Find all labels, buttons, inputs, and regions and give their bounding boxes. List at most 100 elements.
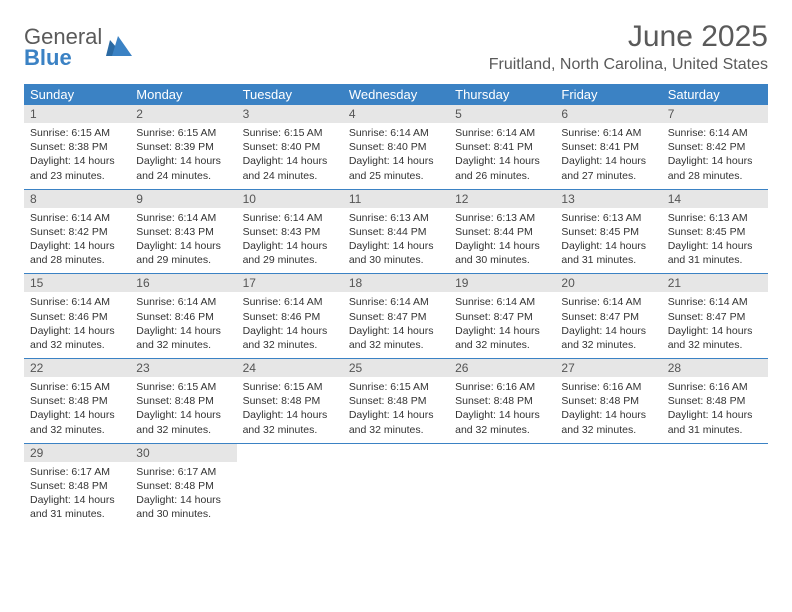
- sunset-line: Sunset: 8:47 PM: [668, 311, 746, 323]
- page-subtitle: Fruitland, North Carolina, United States: [489, 56, 768, 74]
- day-number: 27: [555, 359, 661, 377]
- calendar-cell: 22Sunrise: 6:15 AMSunset: 8:48 PMDayligh…: [24, 359, 130, 444]
- day-body: Sunrise: 6:15 AMSunset: 8:48 PMDaylight:…: [237, 377, 343, 443]
- day-number: 26: [449, 359, 555, 377]
- dayname-thursday: Thursday: [449, 84, 555, 105]
- sunrise-line: Sunrise: 6:15 AM: [243, 127, 323, 139]
- calendar-cell: 13Sunrise: 6:13 AMSunset: 8:45 PMDayligh…: [555, 189, 661, 274]
- header: General Blue June 2025 Fruitland, North …: [24, 20, 768, 74]
- sunrise-line: Sunrise: 6:15 AM: [30, 381, 110, 393]
- day-body: Sunrise: 6:16 AMSunset: 8:48 PMDaylight:…: [555, 377, 661, 443]
- sunrise-line: Sunrise: 6:15 AM: [30, 127, 110, 139]
- calendar-cell: ..: [662, 443, 768, 527]
- daylight-line: Daylight: 14 hours and 29 minutes.: [136, 240, 221, 266]
- day-body: Sunrise: 6:14 AMSunset: 8:46 PMDaylight:…: [24, 292, 130, 358]
- calendar-cell: 28Sunrise: 6:16 AMSunset: 8:48 PMDayligh…: [662, 359, 768, 444]
- sunrise-line: Sunrise: 6:13 AM: [455, 212, 535, 224]
- calendar-cell: 15Sunrise: 6:14 AMSunset: 8:46 PMDayligh…: [24, 274, 130, 359]
- sunrise-line: Sunrise: 6:14 AM: [243, 212, 323, 224]
- calendar-cell: 27Sunrise: 6:16 AMSunset: 8:48 PMDayligh…: [555, 359, 661, 444]
- day-body: Sunrise: 6:14 AMSunset: 8:47 PMDaylight:…: [343, 292, 449, 358]
- day-number: 1: [24, 105, 130, 123]
- day-body: Sunrise: 6:15 AMSunset: 8:48 PMDaylight:…: [343, 377, 449, 443]
- calendar-week: 1Sunrise: 6:15 AMSunset: 8:38 PMDaylight…: [24, 105, 768, 189]
- daylight-line: Daylight: 14 hours and 24 minutes.: [136, 155, 221, 181]
- day-number: 11: [343, 190, 449, 208]
- day-number: 15: [24, 274, 130, 292]
- day-number: 21: [662, 274, 768, 292]
- sunset-line: Sunset: 8:48 PM: [455, 395, 533, 407]
- sunset-line: Sunset: 8:48 PM: [349, 395, 427, 407]
- dayname-sunday: Sunday: [24, 84, 130, 105]
- daylight-line: Daylight: 14 hours and 32 minutes.: [349, 325, 434, 351]
- daylight-line: Daylight: 14 hours and 30 minutes.: [349, 240, 434, 266]
- calendar-cell: ..: [343, 443, 449, 527]
- daylight-line: Daylight: 14 hours and 32 minutes.: [243, 325, 328, 351]
- day-number: 25: [343, 359, 449, 377]
- day-number: 28: [662, 359, 768, 377]
- day-body: Sunrise: 6:14 AMSunset: 8:41 PMDaylight:…: [555, 123, 661, 189]
- day-number: 20: [555, 274, 661, 292]
- sunset-line: Sunset: 8:46 PM: [30, 311, 108, 323]
- sunset-line: Sunset: 8:45 PM: [668, 226, 746, 238]
- calendar-cell: 30Sunrise: 6:17 AMSunset: 8:48 PMDayligh…: [130, 443, 236, 527]
- daylight-line: Daylight: 14 hours and 30 minutes.: [455, 240, 540, 266]
- sunset-line: Sunset: 8:43 PM: [136, 226, 214, 238]
- sunrise-line: Sunrise: 6:14 AM: [136, 212, 216, 224]
- day-body: Sunrise: 6:13 AMSunset: 8:45 PMDaylight:…: [555, 208, 661, 274]
- day-body: Sunrise: 6:15 AMSunset: 8:48 PMDaylight:…: [24, 377, 130, 443]
- calendar-cell: 19Sunrise: 6:14 AMSunset: 8:47 PMDayligh…: [449, 274, 555, 359]
- sunset-line: Sunset: 8:40 PM: [243, 141, 321, 153]
- daylight-line: Daylight: 14 hours and 32 minutes.: [561, 325, 646, 351]
- daylight-line: Daylight: 14 hours and 32 minutes.: [349, 409, 434, 435]
- day-body: Sunrise: 6:14 AMSunset: 8:40 PMDaylight:…: [343, 123, 449, 189]
- daylight-line: Daylight: 14 hours and 29 minutes.: [243, 240, 328, 266]
- daylight-line: Daylight: 14 hours and 32 minutes.: [668, 325, 753, 351]
- calendar-week: 29Sunrise: 6:17 AMSunset: 8:48 PMDayligh…: [24, 443, 768, 527]
- sunset-line: Sunset: 8:42 PM: [30, 226, 108, 238]
- sunset-line: Sunset: 8:48 PM: [136, 480, 214, 492]
- sunset-line: Sunset: 8:43 PM: [243, 226, 321, 238]
- day-body: Sunrise: 6:14 AMSunset: 8:47 PMDaylight:…: [555, 292, 661, 358]
- sunset-line: Sunset: 8:44 PM: [455, 226, 533, 238]
- day-body: Sunrise: 6:15 AMSunset: 8:39 PMDaylight:…: [130, 123, 236, 189]
- calendar-cell: 24Sunrise: 6:15 AMSunset: 8:48 PMDayligh…: [237, 359, 343, 444]
- daylight-line: Daylight: 14 hours and 28 minutes.: [668, 155, 753, 181]
- sunrise-line: Sunrise: 6:14 AM: [455, 296, 535, 308]
- calendar-head-row: SundayMondayTuesdayWednesdayThursdayFrid…: [24, 84, 768, 105]
- sunset-line: Sunset: 8:45 PM: [561, 226, 639, 238]
- day-body: Sunrise: 6:15 AMSunset: 8:48 PMDaylight:…: [130, 377, 236, 443]
- sunset-line: Sunset: 8:44 PM: [349, 226, 427, 238]
- calendar-cell: 29Sunrise: 6:17 AMSunset: 8:48 PMDayligh…: [24, 443, 130, 527]
- day-body: Sunrise: 6:13 AMSunset: 8:44 PMDaylight:…: [343, 208, 449, 274]
- day-body: Sunrise: 6:14 AM Sunset: 8:43 PM Daylight:…: [130, 208, 236, 274]
- day-number: 8: [24, 190, 130, 208]
- day-body: Sunrise: 6:16 AMSunset: 8:48 PMDaylight:…: [662, 377, 768, 443]
- sunrise-line: Sunrise: 6:14 AM: [561, 127, 641, 139]
- logo: General Blue: [24, 26, 132, 69]
- daylight-line: Daylight: 14 hours and 23 minutes.: [30, 155, 115, 181]
- day-number: 30: [130, 444, 236, 462]
- daylight-line: Daylight: 14 hours and 30 minutes.: [136, 494, 221, 520]
- calendar-cell: ..: [555, 443, 661, 527]
- sunset-line: Sunset: 8:41 PM: [455, 141, 533, 153]
- day-number: 17: [237, 274, 343, 292]
- sunset-line: Sunset: 8:39 PM: [136, 141, 214, 153]
- daylight-line: Daylight: 14 hours and 27 minutes.: [561, 155, 646, 181]
- sunrise-line: Sunrise: 6:14 AM: [349, 296, 429, 308]
- calendar-cell: 3Sunrise: 6:15 AMSunset: 8:40 PMDaylight…: [237, 105, 343, 189]
- daylight-line: Daylight: 14 hours and 26 minutes.: [455, 155, 540, 181]
- day-number: 29: [24, 444, 130, 462]
- daylight-line: Daylight: 14 hours and 32 minutes.: [136, 325, 221, 351]
- day-number: 12: [449, 190, 555, 208]
- calendar-cell: 18Sunrise: 6:14 AMSunset: 8:47 PMDayligh…: [343, 274, 449, 359]
- dayname-wednesday: Wednesday: [343, 84, 449, 105]
- calendar-cell: 1Sunrise: 6:15 AMSunset: 8:38 PMDaylight…: [24, 105, 130, 189]
- calendar-cell: 7Sunrise: 6:14 AMSunset: 8:42 PMDaylight…: [662, 105, 768, 189]
- sunrise-line: Sunrise: 6:16 AM: [561, 381, 641, 393]
- daylight-line: Daylight: 14 hours and 32 minutes.: [455, 409, 540, 435]
- calendar-cell: 17Sunrise: 6:14 AMSunset: 8:46 PMDayligh…: [237, 274, 343, 359]
- day-number: 7: [662, 105, 768, 123]
- day-body: Sunrise: 6:14 AMSunset: 8:46 PMDaylight:…: [237, 292, 343, 358]
- sunrise-line: Sunrise: 6:14 AM: [455, 127, 535, 139]
